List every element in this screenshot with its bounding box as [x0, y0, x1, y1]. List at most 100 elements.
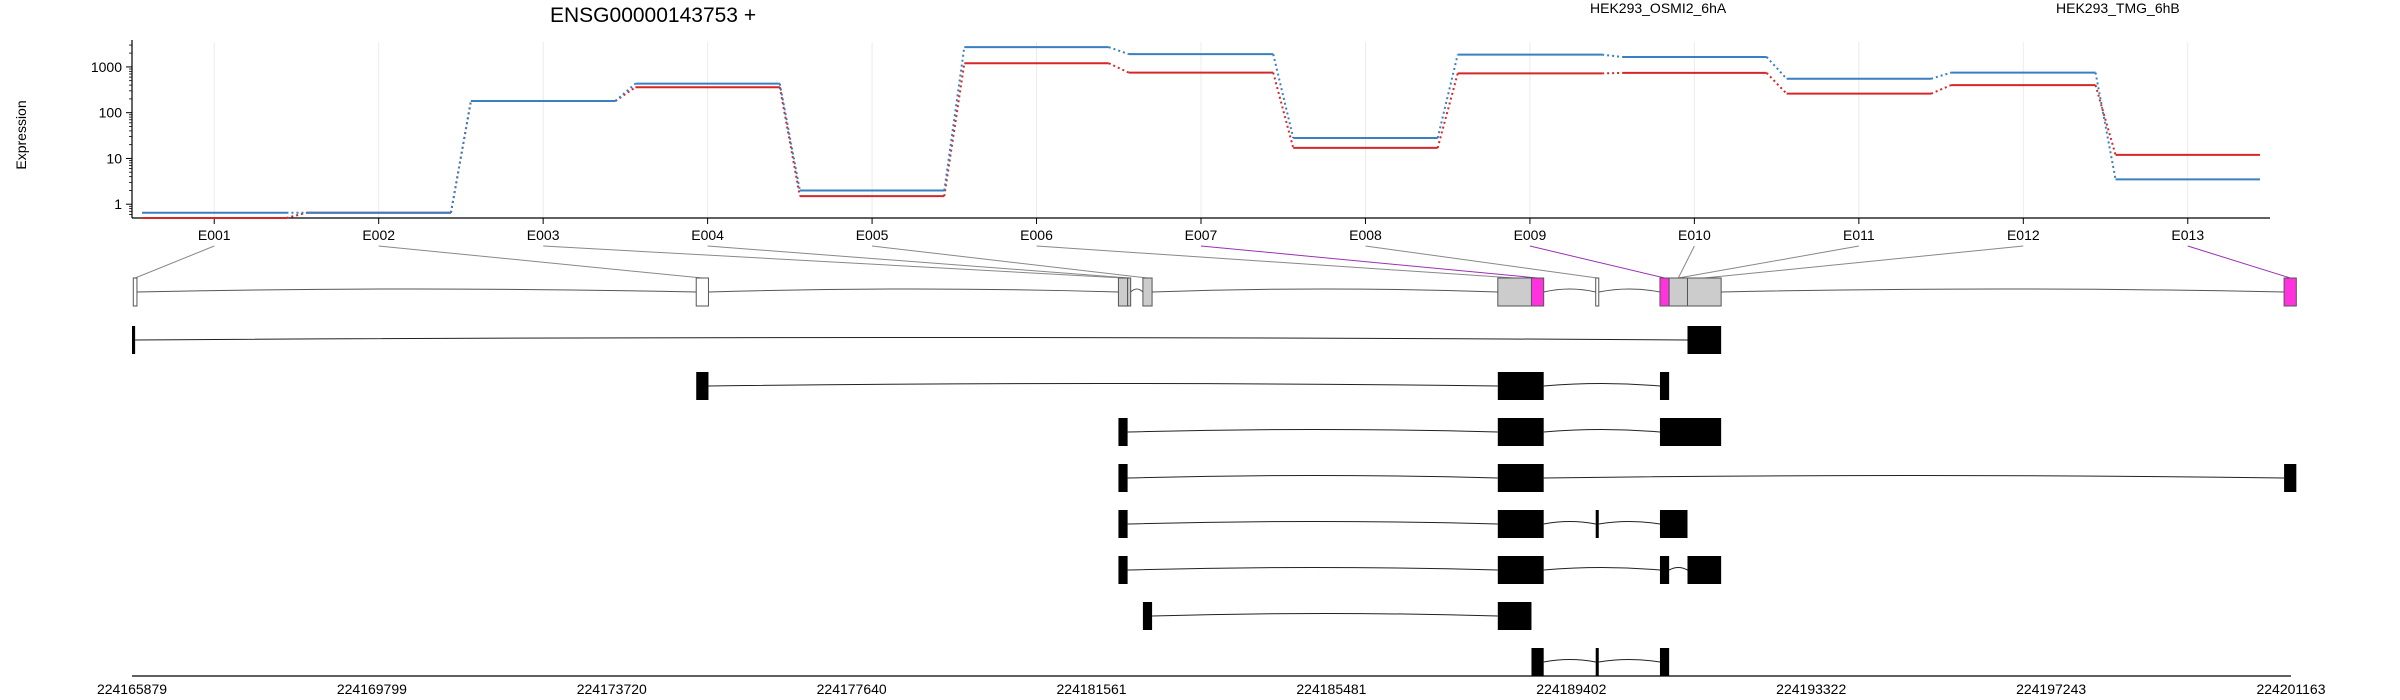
exon-label: E007	[1185, 227, 1218, 243]
genomic-tick-label: 224181561	[1057, 681, 1127, 697]
genomic-tick-label: 224165879	[97, 681, 167, 697]
transcript-intron	[1127, 567, 1498, 571]
transcript-intron	[1598, 521, 1661, 525]
intron-connector	[136, 288, 697, 293]
exon-link-line	[1200, 245, 1538, 279]
series-connector	[1436, 54, 1459, 139]
series-connector	[1108, 62, 1130, 74]
exon-label: E012	[2007, 227, 2040, 243]
exon-label: E008	[1349, 227, 1382, 243]
genomic-tick-label: 224193322	[1776, 681, 1846, 697]
exon-link-line	[1365, 245, 1598, 279]
exon-link-line	[134, 245, 215, 279]
transcript-intron	[1543, 475, 2285, 479]
transcript-intron	[1543, 383, 1661, 387]
gene-exon	[695, 277, 709, 307]
exon-link-line	[2187, 245, 2291, 279]
gene-exon	[1668, 277, 1688, 307]
transcript-intron	[1598, 659, 1661, 663]
gene-exon	[1659, 277, 1670, 307]
y-axis-label: Expression	[13, 100, 29, 169]
chart-title: ENSG00000143753 +	[550, 4, 756, 27]
transcript-exon	[1497, 556, 1544, 584]
legend-label-series-2: HEK293_TMG_6hB	[2056, 0, 2180, 16]
genomic-coordinate-axis: 224165879 224169799 224173720 224177640 2241…	[97, 675, 2326, 697]
intron-connector	[1598, 288, 1661, 293]
exon-link-line	[1704, 245, 2024, 279]
exon-label: E002	[362, 227, 395, 243]
exon-link-line	[872, 245, 1148, 279]
transcript-6	[1118, 556, 1722, 584]
legend-label-series-1: HEK293_OSMI2_6hA	[1590, 0, 1727, 16]
transcript-intron	[1543, 521, 1596, 525]
intron-connector	[1130, 288, 1144, 293]
y-tick-label: 10	[106, 150, 122, 166]
series-connector	[614, 82, 637, 102]
transcript-exon	[1497, 510, 1544, 538]
series-connector	[286, 211, 307, 219]
series-2	[142, 46, 2260, 214]
series-connector	[1602, 53, 1623, 58]
y-tick-label: 1000	[91, 59, 122, 75]
gene-exon	[1595, 277, 1600, 307]
transcript-exon	[1118, 556, 1128, 584]
genomic-tick-label: 224201163	[2256, 681, 2325, 697]
gene-exon	[1497, 277, 1532, 307]
transcript-exon	[1595, 648, 1599, 676]
transcript-exon	[1497, 418, 1544, 446]
transcript-8	[1531, 648, 1670, 676]
exon-label: E009	[1514, 227, 1547, 243]
series-connector	[1765, 56, 1788, 80]
transcript-3	[1118, 418, 1722, 446]
transcript-exon	[1118, 418, 1128, 446]
exon-label: E001	[198, 227, 231, 243]
series-connector	[943, 47, 966, 191]
intron-connector	[1152, 288, 1498, 293]
genomic-tick-label: 224197243	[2016, 681, 2086, 697]
series-connector	[1436, 73, 1459, 149]
series-connector	[943, 63, 966, 197]
transcript-intron	[1543, 659, 1596, 663]
exon-link-line	[1678, 245, 1859, 279]
transcript-exon	[1659, 648, 1670, 676]
series-connector	[2094, 72, 2117, 180]
genomic-tick-label: 224185481	[1296, 681, 1366, 697]
gene-exon	[2283, 277, 2297, 307]
exon-label: E003	[527, 227, 560, 243]
expression-series	[142, 46, 2260, 219]
transcript-exon	[1659, 418, 1722, 446]
series-connector	[2094, 84, 2117, 156]
transcript-exon	[2284, 464, 2297, 492]
exon-link-line	[543, 245, 1124, 279]
transcript-5	[1118, 510, 1688, 538]
transcript-exon	[1497, 372, 1544, 400]
series-connector	[1602, 71, 1623, 75]
transcript-intron	[135, 337, 1688, 341]
exon-label: E011	[1843, 227, 1875, 243]
transcript-exon	[1687, 326, 1722, 354]
transcript-intron	[1152, 613, 1498, 617]
series-connector	[1272, 72, 1295, 149]
y-tick-label: 1	[114, 196, 122, 212]
gene-model	[132, 245, 2297, 307]
intron-connector	[1721, 288, 2285, 293]
intron-connector	[1543, 288, 1596, 293]
transcript-intron	[1127, 521, 1498, 525]
genomic-tick-label: 224169799	[337, 681, 407, 697]
transcript-1	[132, 326, 1722, 354]
series-connector	[1930, 84, 1952, 95]
intron-connector	[708, 288, 1119, 293]
transcript-exon	[1497, 602, 1532, 630]
series-connector	[1930, 71, 1952, 80]
plot-axes: 1 10 100 1000	[91, 40, 2270, 224]
exon-label: E006	[1020, 227, 1053, 243]
transcript-exon	[696, 372, 709, 400]
exon-link-line	[707, 245, 1130, 279]
transcript-exon	[1687, 556, 1722, 584]
transcript-exon	[1595, 510, 1599, 538]
plot-gridlines	[213, 42, 2189, 218]
transcript-exon	[1118, 510, 1128, 538]
transcript-exon	[1659, 372, 1670, 400]
transcript-models	[132, 326, 2297, 676]
